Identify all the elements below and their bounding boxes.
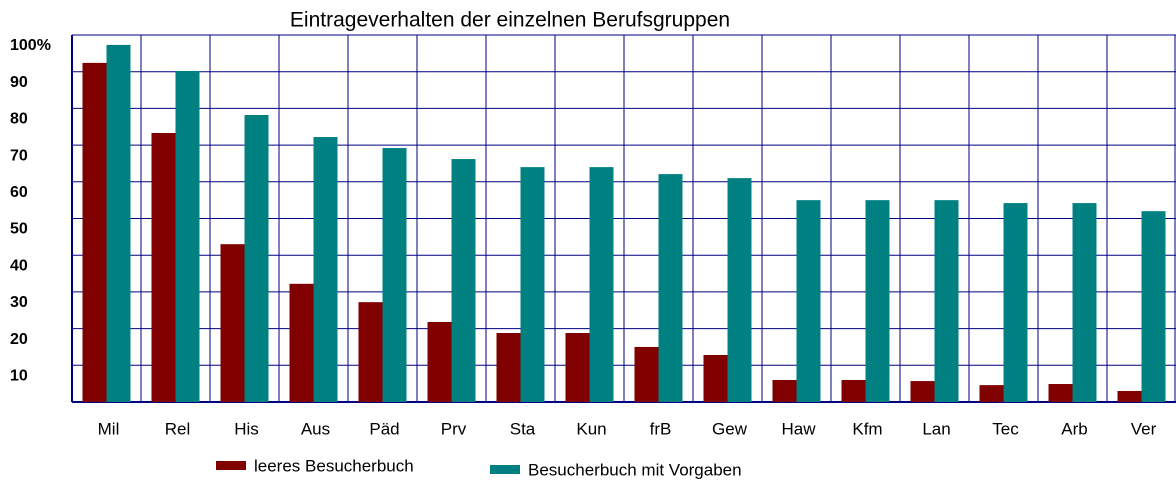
y-tick-label: 70 bbox=[10, 147, 28, 164]
legend-label: leeres Besucherbuch bbox=[254, 456, 414, 475]
x-tick-label: Kfm bbox=[852, 419, 882, 438]
y-tick-label: 80 bbox=[10, 111, 28, 128]
bar bbox=[910, 381, 935, 402]
bar bbox=[658, 174, 683, 402]
x-tick-label: Kun bbox=[576, 419, 606, 438]
x-tick-label: Gew bbox=[712, 419, 748, 438]
x-tick-label: Haw bbox=[781, 419, 816, 438]
x-tick-label: Mil bbox=[98, 419, 120, 438]
bar bbox=[106, 44, 131, 403]
bar bbox=[565, 333, 590, 402]
bar bbox=[289, 283, 314, 402]
y-tick-label: 40 bbox=[10, 257, 28, 274]
bar bbox=[244, 115, 269, 403]
y-tick-label: 90 bbox=[10, 74, 28, 91]
x-tick-label: His bbox=[234, 419, 259, 438]
legend-label: Besucherbuch mit Vorgaben bbox=[528, 460, 742, 479]
chart-title: Eintrageverhalten der einzelnen Berufsgr… bbox=[290, 9, 730, 32]
y-tick-label: 20 bbox=[10, 331, 28, 348]
bar bbox=[634, 346, 659, 402]
y-tick-label: 60 bbox=[10, 184, 28, 201]
bar bbox=[589, 167, 614, 402]
bar bbox=[703, 355, 728, 402]
bar bbox=[841, 379, 866, 402]
x-tick-label: Ver bbox=[1131, 419, 1157, 438]
y-tick-label: 50 bbox=[10, 221, 28, 238]
x-tick-label: Aus bbox=[301, 419, 330, 438]
bar bbox=[979, 385, 1004, 402]
bar bbox=[313, 137, 338, 402]
bar bbox=[151, 132, 176, 402]
x-tick-label: Päd bbox=[369, 419, 399, 438]
y-tick-label: 30 bbox=[10, 294, 28, 311]
bar bbox=[727, 178, 752, 402]
bar bbox=[427, 321, 452, 402]
bar bbox=[1117, 390, 1142, 402]
legend-swatch bbox=[490, 465, 520, 474]
x-tick-label: Prv bbox=[441, 419, 467, 438]
bar bbox=[175, 70, 200, 402]
legend-swatch bbox=[216, 461, 246, 470]
bar bbox=[1003, 203, 1028, 402]
x-tick-label: Rel bbox=[165, 419, 191, 438]
x-tick-label: Arb bbox=[1061, 419, 1087, 438]
bar bbox=[451, 159, 476, 402]
x-tick-label: Tec bbox=[992, 419, 1019, 438]
bar bbox=[358, 302, 383, 402]
bar bbox=[1141, 211, 1166, 402]
y-tick-label: 100% bbox=[10, 37, 51, 54]
bar bbox=[82, 62, 107, 402]
bar bbox=[220, 244, 245, 402]
bar bbox=[1048, 384, 1073, 402]
bar bbox=[496, 333, 521, 402]
y-tick-label: 10 bbox=[10, 368, 28, 385]
bar bbox=[382, 148, 407, 402]
bar bbox=[520, 167, 545, 402]
bar bbox=[1072, 203, 1097, 402]
bar bbox=[865, 200, 890, 402]
bar bbox=[934, 200, 959, 402]
bar bbox=[772, 379, 797, 402]
x-tick-label: Sta bbox=[510, 419, 536, 438]
x-tick-label: Lan bbox=[922, 419, 950, 438]
bar bbox=[796, 200, 821, 402]
x-tick-label: frB bbox=[650, 419, 672, 438]
